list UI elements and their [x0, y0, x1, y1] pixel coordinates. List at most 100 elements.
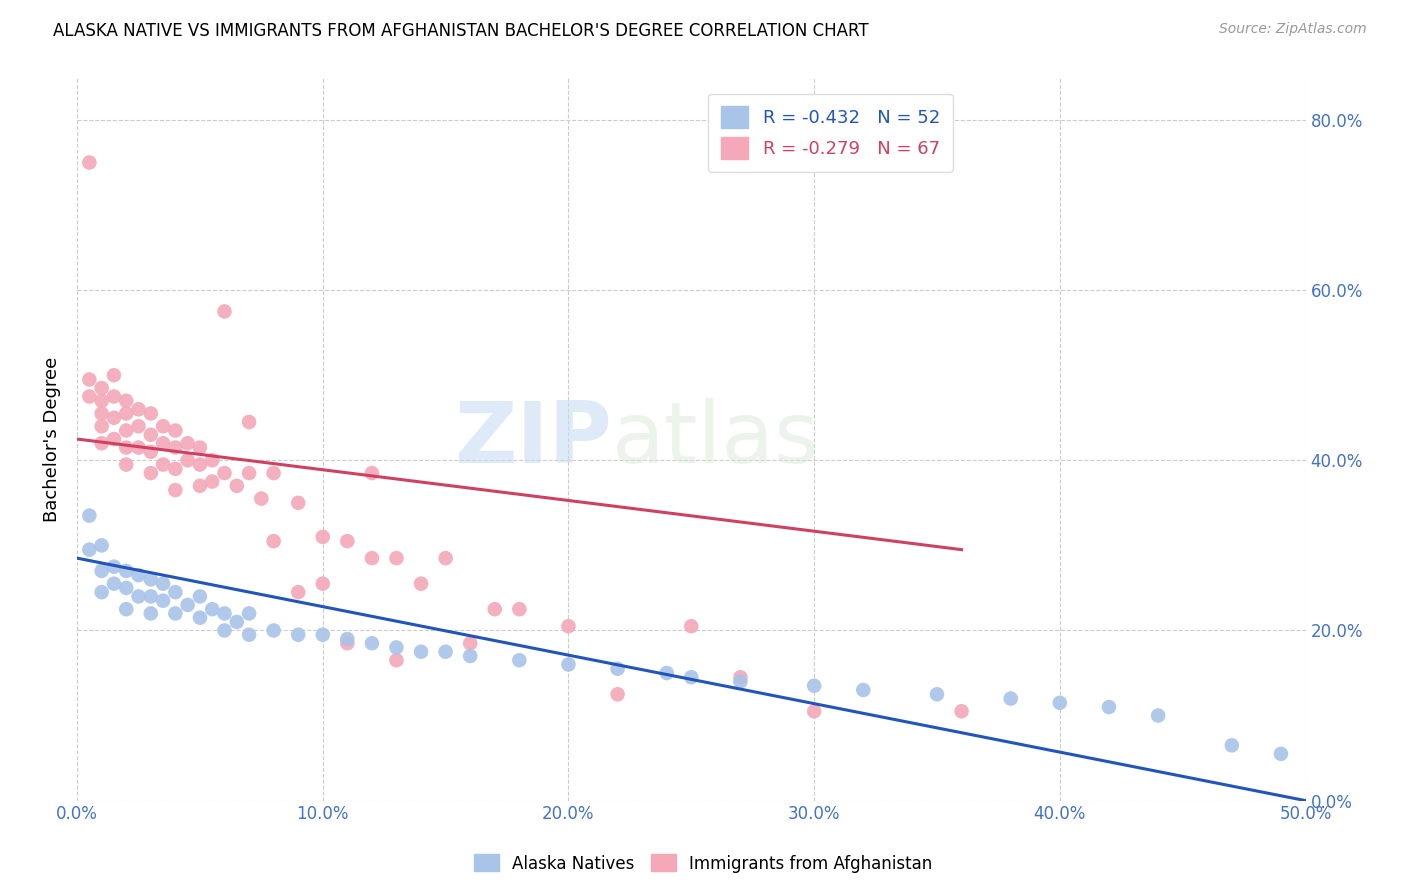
Point — [385, 653, 408, 667]
Point — [139, 407, 162, 421]
Point — [139, 444, 162, 458]
Point — [336, 534, 359, 549]
Text: ZIP: ZIP — [454, 398, 612, 481]
Point — [557, 619, 579, 633]
Point — [336, 632, 359, 646]
Point — [263, 534, 285, 549]
Point — [950, 704, 973, 718]
Point — [730, 674, 752, 689]
Point — [128, 441, 150, 455]
Point — [1098, 700, 1121, 714]
Point — [336, 636, 359, 650]
Point — [263, 466, 285, 480]
Point — [90, 564, 112, 578]
Point — [606, 662, 628, 676]
Point — [606, 687, 628, 701]
Point — [188, 479, 211, 493]
Point — [361, 466, 384, 480]
Point — [225, 615, 247, 629]
Text: ALASKA NATIVE VS IMMIGRANTS FROM AFGHANISTAN BACHELOR'S DEGREE CORRELATION CHART: ALASKA NATIVE VS IMMIGRANTS FROM AFGHANI… — [53, 22, 869, 40]
Point — [201, 602, 224, 616]
Point — [201, 475, 224, 489]
Point — [79, 542, 101, 557]
Point — [312, 530, 335, 544]
Point — [165, 424, 187, 438]
Point — [287, 585, 309, 599]
Point — [557, 657, 579, 672]
Point — [152, 458, 174, 472]
Point — [115, 581, 138, 595]
Point — [1147, 708, 1170, 723]
Point — [312, 628, 335, 642]
Point — [90, 381, 112, 395]
Point — [214, 607, 236, 621]
Point — [458, 636, 481, 650]
Point — [188, 458, 211, 472]
Point — [361, 551, 384, 566]
Point — [115, 424, 138, 438]
Point — [115, 441, 138, 455]
Point — [188, 610, 211, 624]
Point — [128, 402, 150, 417]
Point — [484, 602, 506, 616]
Text: Source: ZipAtlas.com: Source: ZipAtlas.com — [1219, 22, 1367, 37]
Point — [225, 479, 247, 493]
Point — [1270, 747, 1292, 761]
Point — [434, 551, 457, 566]
Point — [103, 368, 125, 383]
Point — [103, 576, 125, 591]
Point — [238, 415, 260, 429]
Point — [730, 670, 752, 684]
Point — [103, 389, 125, 403]
Point — [655, 665, 678, 680]
Point — [176, 598, 198, 612]
Point — [103, 432, 125, 446]
Point — [165, 585, 187, 599]
Point — [152, 419, 174, 434]
Point — [115, 407, 138, 421]
Point — [152, 436, 174, 450]
Point — [103, 410, 125, 425]
Point — [139, 590, 162, 604]
Point — [90, 419, 112, 434]
Point — [139, 573, 162, 587]
Point — [79, 389, 101, 403]
Point — [263, 624, 285, 638]
Point — [361, 636, 384, 650]
Text: atlas: atlas — [612, 398, 820, 481]
Point — [90, 407, 112, 421]
Point — [508, 653, 530, 667]
Point — [90, 538, 112, 552]
Point — [128, 590, 150, 604]
Point — [287, 628, 309, 642]
Point — [128, 568, 150, 582]
Point — [139, 466, 162, 480]
Point — [385, 640, 408, 655]
Legend: Alaska Natives, Immigrants from Afghanistan: Alaska Natives, Immigrants from Afghanis… — [467, 847, 939, 880]
Point — [1000, 691, 1022, 706]
Point — [925, 687, 948, 701]
Point — [176, 453, 198, 467]
Point — [214, 304, 236, 318]
Point — [458, 648, 481, 663]
Point — [115, 602, 138, 616]
Point — [803, 679, 825, 693]
Point — [1220, 739, 1243, 753]
Point — [508, 602, 530, 616]
Point — [165, 441, 187, 455]
Point — [139, 607, 162, 621]
Point — [385, 551, 408, 566]
Point — [852, 683, 875, 698]
Point — [238, 628, 260, 642]
Point — [165, 462, 187, 476]
Y-axis label: Bachelor's Degree: Bachelor's Degree — [44, 357, 60, 522]
Point — [201, 453, 224, 467]
Point — [139, 427, 162, 442]
Point — [188, 441, 211, 455]
Point — [803, 704, 825, 718]
Point — [681, 619, 703, 633]
Point — [681, 670, 703, 684]
Point — [238, 607, 260, 621]
Point — [214, 466, 236, 480]
Point — [115, 393, 138, 408]
